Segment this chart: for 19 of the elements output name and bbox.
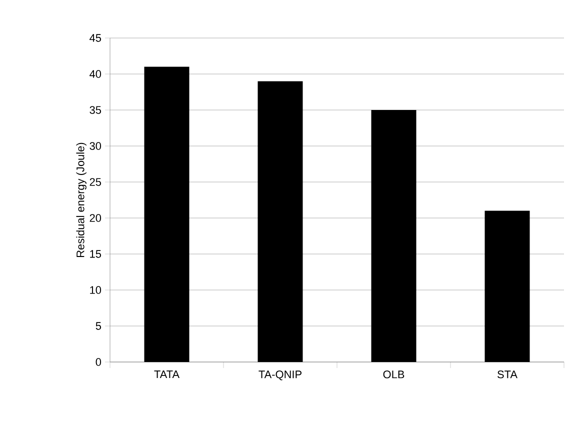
y-tick-label: 10 [90, 286, 102, 294]
y-tick-label: 0 [96, 358, 102, 366]
y-tick-label: 15 [90, 250, 102, 258]
bar [258, 81, 303, 362]
x-tick-label: STA [498, 370, 518, 378]
y-tick-label: 25 [90, 178, 102, 186]
bar [371, 110, 416, 362]
x-tick-label: TATA [154, 370, 180, 378]
y-tick-label: 40 [90, 70, 102, 78]
bar [144, 66, 190, 362]
x-tick-label: TA-QNIP [258, 370, 302, 380]
y-tick-label: 45 [90, 34, 102, 42]
y-tick-label: 30 [90, 142, 102, 150]
x-tick-label: OLB [383, 370, 404, 378]
y-tick-label: 35 [90, 106, 102, 114]
y-axis-title: Residual energy (Joule) [76, 142, 86, 257]
y-tick-label: 20 [90, 214, 102, 222]
bar [484, 210, 530, 362]
y-tick-label: 5 [96, 322, 102, 330]
